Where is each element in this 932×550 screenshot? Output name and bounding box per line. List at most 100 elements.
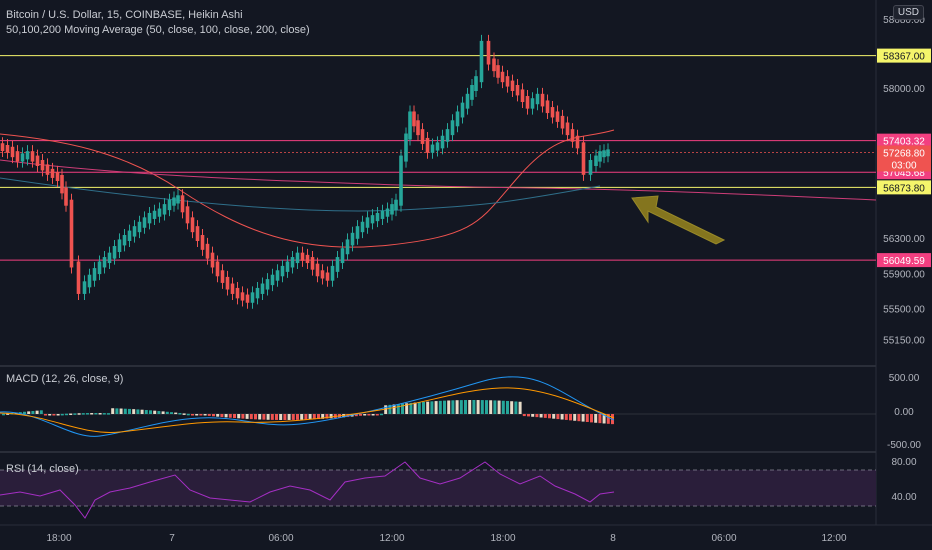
candle-body <box>82 281 87 294</box>
candle-body <box>122 235 127 246</box>
candle-body <box>142 217 147 228</box>
candle-body <box>474 76 478 91</box>
macd-bar <box>539 414 543 418</box>
svg-text:56049.59: 56049.59 <box>883 256 925 267</box>
candle-body <box>505 76 510 87</box>
macd-bar <box>602 414 606 424</box>
candle-body <box>40 160 45 171</box>
candle-body <box>460 102 465 118</box>
macd-bar <box>312 414 316 420</box>
candle-body <box>575 135 580 149</box>
macd-bar <box>371 414 375 416</box>
macd-bar <box>388 404 392 414</box>
level-price-label: 56049.59 <box>877 253 931 268</box>
candle-body <box>50 168 55 178</box>
candle-body <box>440 135 445 149</box>
macd-bar <box>455 400 459 414</box>
svg-text:58367.00: 58367.00 <box>883 52 925 63</box>
candle-body <box>190 217 195 233</box>
candle-body <box>570 129 575 142</box>
candle-body <box>5 145 10 153</box>
macd-bar <box>102 413 106 415</box>
candle-body <box>0 143 5 151</box>
macd-bar <box>283 414 287 420</box>
macd-bar <box>531 414 535 417</box>
macd-bar <box>69 413 73 416</box>
macd-bar <box>170 412 173 414</box>
rsi-tick-label: 80.00 <box>891 457 916 468</box>
currency-button[interactable]: USD <box>892 5 924 20</box>
macd-bar <box>94 413 98 415</box>
candle-body <box>290 257 295 268</box>
macd-bar <box>434 401 438 414</box>
candle-body <box>598 151 602 162</box>
macd-bar <box>325 414 329 419</box>
macd-bar <box>132 409 136 414</box>
macd-bar <box>98 413 102 415</box>
macd-bar <box>35 410 39 414</box>
macd-bar <box>329 414 333 419</box>
candle-body <box>350 232 355 246</box>
candle-body <box>25 151 30 160</box>
macd-title[interactable]: MACD (12, 26, close, 9) <box>6 373 124 385</box>
macd-bar <box>577 414 581 422</box>
macd-bar <box>485 400 488 414</box>
candle-body <box>20 153 25 162</box>
candle-body <box>496 65 500 78</box>
candle-body <box>107 252 112 264</box>
macd-bar <box>56 414 60 416</box>
candle-body <box>594 155 598 166</box>
macd-bar <box>203 414 207 416</box>
candle-body <box>275 270 280 281</box>
annotation-arrow[interactable] <box>631 195 726 245</box>
macd-bar <box>291 414 295 420</box>
candle-body <box>102 257 107 268</box>
rsi-title[interactable]: RSI (14, close) <box>6 463 79 475</box>
macd-bar <box>23 411 26 414</box>
candle-body <box>486 40 491 65</box>
macd-bar <box>115 408 119 414</box>
time-tick-label: 06:00 <box>268 533 293 544</box>
macd-bar <box>493 400 497 414</box>
candle-body <box>420 129 425 144</box>
candle-body <box>220 270 225 283</box>
candle-body <box>132 226 137 237</box>
candle-body <box>205 243 210 259</box>
macd-bar <box>598 414 602 424</box>
candle-body <box>325 272 330 281</box>
rsi-tick-label: 40.00 <box>891 492 916 503</box>
candle-body <box>69 199 74 268</box>
ma-indicator-title[interactable]: 50,100,200 Moving Average (50, close, 10… <box>6 24 310 36</box>
candle-body <box>127 230 132 241</box>
macd-bar <box>195 414 199 416</box>
macd-bar <box>266 414 270 420</box>
candle-body <box>540 93 545 107</box>
candle-body <box>240 292 245 301</box>
macd-bar <box>287 414 291 420</box>
macd-bar <box>422 401 425 414</box>
price-tick-label: 55900.00 <box>883 269 925 280</box>
candle-body <box>399 155 403 206</box>
candle-body <box>390 204 394 215</box>
macd-bar <box>31 411 35 414</box>
macd-bar <box>107 413 110 415</box>
time-tick-label: 18:00 <box>490 533 515 544</box>
macd-bar <box>527 414 530 417</box>
candle-body <box>602 150 606 158</box>
macd-bar <box>409 402 413 414</box>
macd-bar <box>128 408 131 414</box>
candle-body <box>64 187 68 206</box>
candle-body <box>117 239 122 253</box>
candle-body <box>10 146 15 158</box>
macd-bar <box>443 400 446 414</box>
candle-body <box>530 98 535 109</box>
candle-body <box>520 89 525 103</box>
macd-bar <box>90 413 94 415</box>
candle-body <box>330 265 335 281</box>
candle-body <box>112 246 117 259</box>
macd-bar <box>459 400 463 414</box>
macd-bar <box>585 414 589 422</box>
candle-body <box>404 133 408 162</box>
